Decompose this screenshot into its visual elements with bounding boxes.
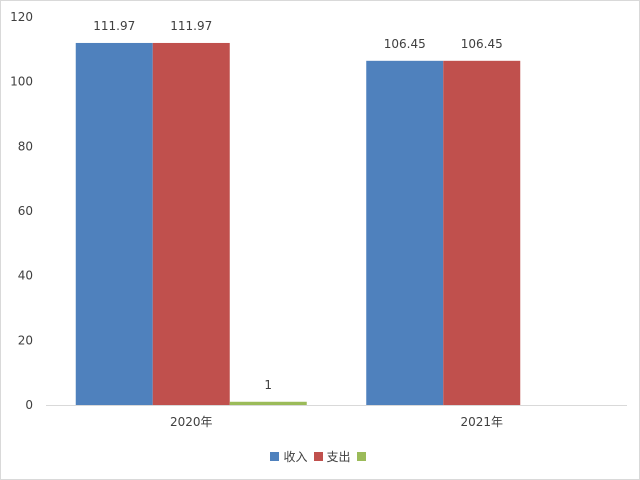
y-tick-label: 100 <box>10 75 33 89</box>
y-axis: 0 20 40 60 80 100 120 <box>10 10 33 412</box>
bars <box>75 42 521 406</box>
y-tick-label: 40 <box>18 269 33 283</box>
data-labels: 111.97 111.97 1 106.45 106.45 <box>93 19 503 392</box>
bar <box>75 42 153 406</box>
y-tick-label: 120 <box>10 10 33 24</box>
legend-label-income: 收入 <box>283 449 308 464</box>
legend-item-expense: 支出 <box>313 448 351 465</box>
y-tick-label: 20 <box>18 333 33 347</box>
y-tick-label: 0 <box>25 398 33 412</box>
legend-swatch-expense <box>313 451 323 461</box>
bar <box>229 401 307 405</box>
legend-swatch-third <box>356 451 366 461</box>
data-label: 111.97 <box>170 19 212 33</box>
x-axis: 2020年 2021年 <box>46 405 627 429</box>
bar <box>443 60 521 405</box>
y-tick-label: 60 <box>18 204 33 218</box>
legend: 收入 支出 <box>0 446 640 466</box>
data-label: 111.97 <box>93 19 135 33</box>
data-label: 1 <box>264 378 272 392</box>
legend-item-income: 收入 <box>270 448 308 465</box>
data-label: 106.45 <box>384 37 426 51</box>
legend-item-third <box>356 451 370 461</box>
y-tick-label: 80 <box>18 139 33 153</box>
x-tick-label: 2021年 <box>460 415 503 429</box>
x-tick-label: 2020年 <box>170 415 213 429</box>
data-label: 106.45 <box>461 37 503 51</box>
legend-swatch-income <box>270 451 280 461</box>
bar <box>152 42 230 406</box>
bar <box>366 60 444 405</box>
legend-label-expense: 支出 <box>326 449 351 464</box>
